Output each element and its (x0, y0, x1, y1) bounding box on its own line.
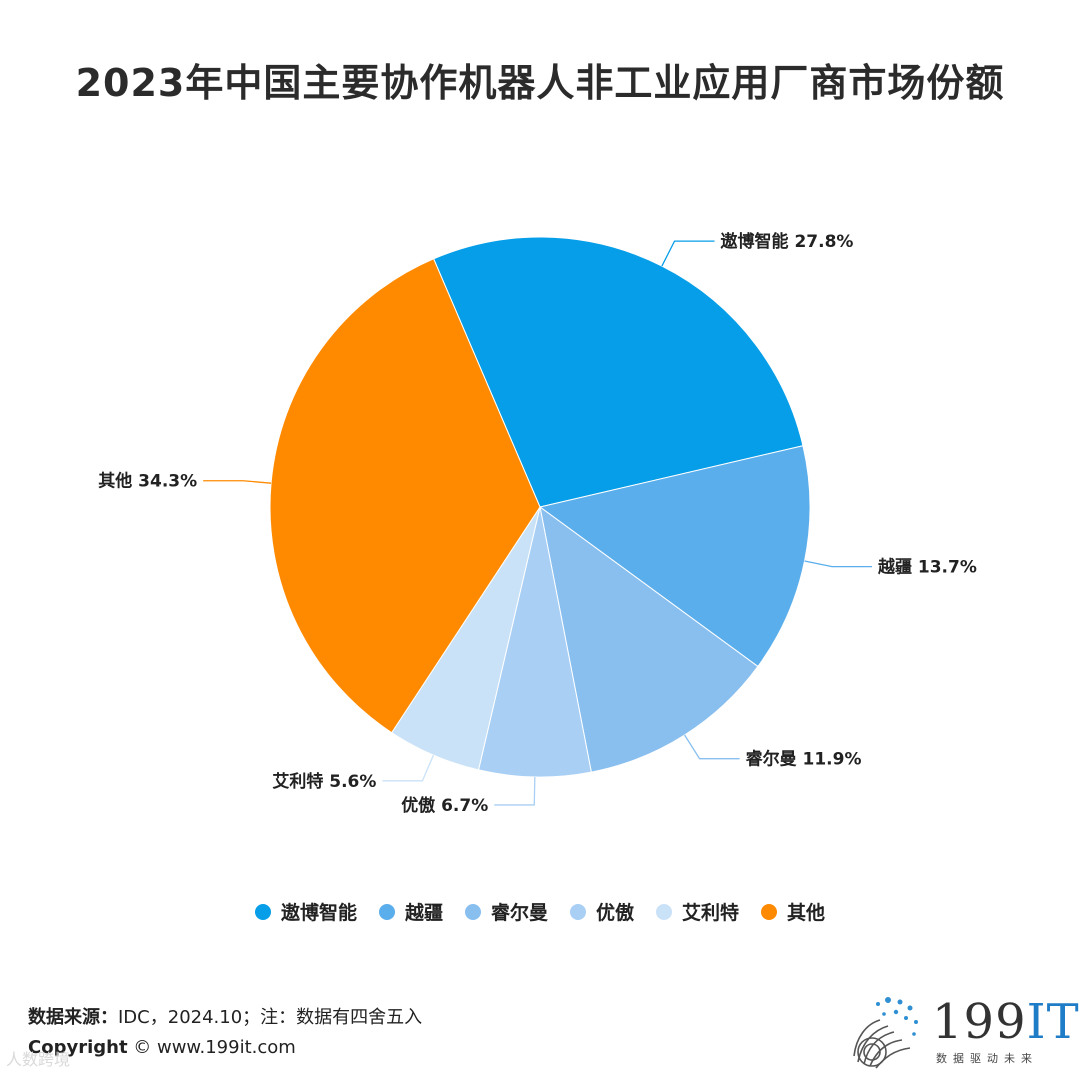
slice-label-3: 睿尔曼 11.9% (746, 749, 862, 770)
legend-label: 优傲 (596, 902, 635, 924)
copyright-text: © www.199it.com (127, 1037, 296, 1058)
slice-label-6: 其他 34.3% (98, 471, 197, 492)
pie-slice-4 (477, 506, 592, 778)
slice-label-5: 艾利特 5.6% (272, 771, 376, 792)
leader-line-3 (684, 734, 740, 760)
legend-item-3: 睿尔曼 (464, 898, 548, 925)
leader-line-6 (203, 480, 272, 484)
leader-line-4 (494, 776, 536, 806)
chart-legend: 遨博智能 越疆 睿尔曼 优傲 艾利特 其他 (0, 898, 1080, 925)
slice-label-2: 越疆 13.7% (877, 557, 977, 578)
legend-label: 遨博智能 (280, 902, 357, 924)
legend-marker-icon (570, 903, 586, 920)
legend-label: 其他 (787, 902, 826, 924)
data-source: 数据来源：IDC，2024.10；注：数据有四舍五入 (28, 1003, 422, 1029)
legend-marker-icon (378, 903, 395, 920)
legend-label: 越疆 (404, 902, 443, 924)
brand-logo: 199IT 数据驱动未来 (848, 992, 1079, 1070)
leader-line-2 (804, 560, 872, 568)
source-label: 数据来源： (28, 1007, 118, 1028)
slice-label-1: 遨博智能 27.8% (721, 231, 854, 252)
legend-marker-icon (254, 903, 271, 920)
leader-line-1 (661, 240, 715, 267)
legend-item-5: 艾利特 (656, 898, 739, 925)
watermark: 人数跨境 (6, 1050, 71, 1069)
brand-name-number: 199 (932, 994, 1027, 1050)
pie-slice-6 (269, 258, 541, 734)
legend-marker-icon (656, 903, 673, 920)
source-text: IDC，2024.10；注：数据有四舍五入 (118, 1007, 423, 1028)
pie-chart: 遨博智能 27.8% 越疆 13.7% 睿尔曼 11.9% 优傲 6.7% 艾利特 5.… (98, 231, 977, 816)
copyright-label: Copyright (28, 1037, 128, 1058)
legend-item-4: 优傲 (570, 898, 634, 925)
pie-slice-2 (538, 445, 811, 668)
legend-item-6: 其他 (761, 898, 825, 925)
legend-label: 睿尔曼 (490, 902, 548, 924)
pie-slice-1 (432, 236, 804, 508)
legend-marker-icon (761, 903, 778, 920)
legend-item-1: 遨博智能 (254, 898, 357, 925)
brand-name: 199IT (932, 994, 1080, 1050)
brand-name-it: IT (1026, 994, 1080, 1050)
legend-label: 艾利特 (682, 902, 740, 924)
slice-label-4: 优傲 6.7% (401, 795, 488, 816)
brand-emblem-icon (853, 997, 918, 1069)
legend-item-2: 越疆 (378, 898, 443, 925)
copyright: Copyright © www.199it.com (28, 1037, 296, 1058)
leader-line-5 (382, 754, 435, 782)
brand-tagline: 数据驱动未来 (936, 1052, 1038, 1065)
legend-marker-icon (464, 903, 481, 920)
pie-slice-3 (539, 505, 759, 773)
chart-title: 2023年中国主要协作机器人非工业应用厂商市场份额 (75, 61, 1005, 105)
